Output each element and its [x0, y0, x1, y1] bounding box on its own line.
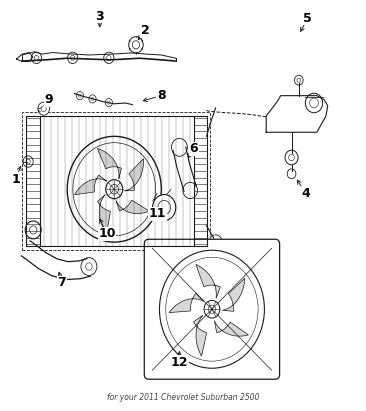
Text: 10: 10 [98, 227, 116, 240]
Polygon shape [169, 293, 204, 313]
Polygon shape [266, 96, 328, 132]
Circle shape [105, 99, 112, 106]
Circle shape [297, 78, 300, 82]
Text: 3: 3 [96, 10, 104, 23]
Circle shape [26, 159, 30, 164]
Circle shape [91, 97, 94, 101]
Polygon shape [116, 200, 149, 214]
Circle shape [204, 300, 220, 318]
Circle shape [78, 94, 81, 97]
Circle shape [183, 182, 198, 199]
Circle shape [76, 92, 83, 100]
Circle shape [209, 235, 222, 249]
Text: 5: 5 [303, 12, 312, 25]
Circle shape [305, 93, 323, 113]
FancyBboxPatch shape [144, 239, 280, 379]
Text: 11: 11 [149, 207, 167, 220]
Circle shape [107, 101, 110, 104]
Circle shape [310, 98, 318, 108]
Polygon shape [97, 195, 111, 233]
Text: 7: 7 [57, 276, 66, 289]
Circle shape [208, 305, 216, 313]
Polygon shape [124, 159, 143, 191]
Text: 6: 6 [190, 142, 198, 155]
Text: 8: 8 [157, 89, 165, 102]
Circle shape [153, 194, 176, 221]
Text: 1: 1 [11, 173, 20, 185]
Circle shape [110, 185, 119, 194]
Circle shape [81, 258, 97, 275]
Circle shape [160, 250, 264, 368]
Bar [40, 116, 194, 246]
Circle shape [25, 221, 41, 239]
Circle shape [158, 201, 171, 215]
Circle shape [132, 41, 139, 49]
Circle shape [38, 102, 49, 115]
Bar [22, 112, 210, 250]
Circle shape [294, 75, 303, 85]
Circle shape [289, 154, 294, 161]
Circle shape [68, 52, 78, 64]
Circle shape [31, 52, 41, 64]
Circle shape [41, 106, 46, 111]
Circle shape [89, 95, 96, 103]
Circle shape [67, 136, 161, 242]
Text: 2: 2 [141, 24, 149, 37]
Circle shape [71, 55, 75, 60]
Text: for your 2011 Chevrolet Suburban 2500: for your 2011 Chevrolet Suburban 2500 [107, 393, 259, 402]
Polygon shape [223, 278, 245, 312]
Text: 4: 4 [302, 187, 310, 200]
Circle shape [107, 55, 111, 60]
Polygon shape [75, 175, 107, 195]
Polygon shape [194, 315, 207, 356]
Circle shape [104, 52, 114, 64]
Polygon shape [97, 148, 122, 179]
Circle shape [129, 37, 143, 53]
Circle shape [86, 263, 92, 270]
Circle shape [30, 226, 37, 234]
Circle shape [34, 55, 39, 60]
Polygon shape [214, 321, 249, 336]
Polygon shape [196, 264, 220, 298]
Circle shape [106, 180, 123, 199]
Circle shape [171, 139, 187, 156]
Text: 12: 12 [171, 356, 188, 369]
Circle shape [285, 150, 298, 165]
Circle shape [23, 156, 33, 167]
Text: 9: 9 [45, 93, 53, 106]
Circle shape [287, 169, 296, 179]
